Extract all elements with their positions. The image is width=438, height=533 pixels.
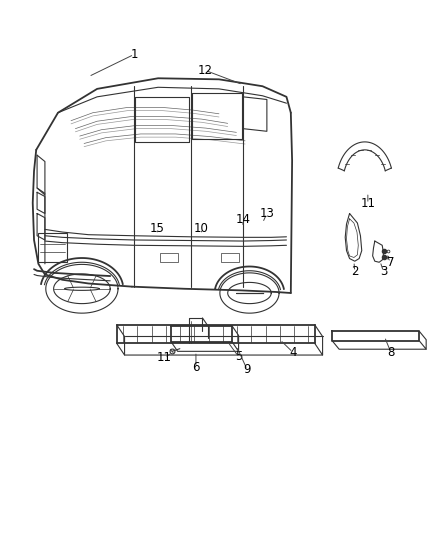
- Text: 11: 11: [360, 197, 375, 211]
- Text: 13: 13: [259, 207, 274, 220]
- Text: 2: 2: [351, 265, 359, 278]
- Text: 9: 9: [244, 364, 251, 376]
- Text: 8: 8: [387, 346, 395, 359]
- Text: 11: 11: [157, 351, 172, 364]
- Bar: [221, 253, 239, 262]
- Text: 5: 5: [235, 350, 242, 363]
- Text: 10: 10: [194, 222, 209, 235]
- Text: 3: 3: [380, 265, 387, 278]
- Text: 15: 15: [150, 222, 165, 235]
- Text: 14: 14: [236, 213, 251, 227]
- Text: 7: 7: [387, 256, 395, 269]
- Text: 1: 1: [131, 48, 138, 61]
- Bar: [160, 253, 178, 262]
- Text: 6: 6: [192, 361, 200, 374]
- Bar: [38, 233, 67, 262]
- Text: 12: 12: [198, 64, 212, 77]
- Text: 4: 4: [289, 346, 297, 359]
